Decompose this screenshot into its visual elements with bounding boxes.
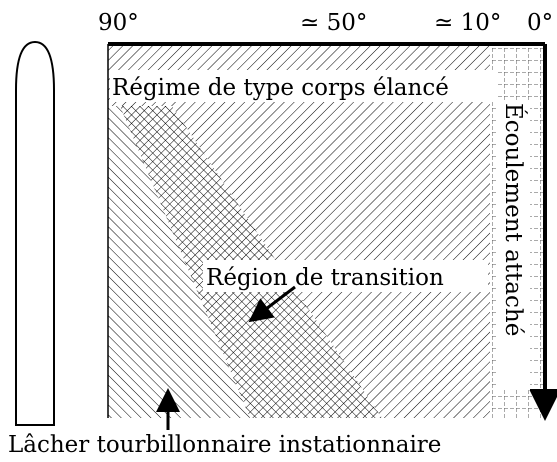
region-label: Régime de type corps élancé [112,75,449,101]
label-bg [110,70,498,102]
angle-label: 0° [527,10,553,36]
shedding-region [108,106,250,418]
region-label: Lâcher tourbillonnaire instationnaire [8,432,441,458]
slender-body [15,40,55,426]
angle-label: 90° [98,10,139,36]
arrow [248,285,296,323]
region-label: Région de transition [206,265,444,291]
label-bg [498,100,530,390]
angle-label: ≃ 10° [434,10,501,36]
angle-label: ≃ 50° [300,10,367,36]
region-label: Écoulement attaché [500,103,527,336]
label-bg [203,260,488,292]
